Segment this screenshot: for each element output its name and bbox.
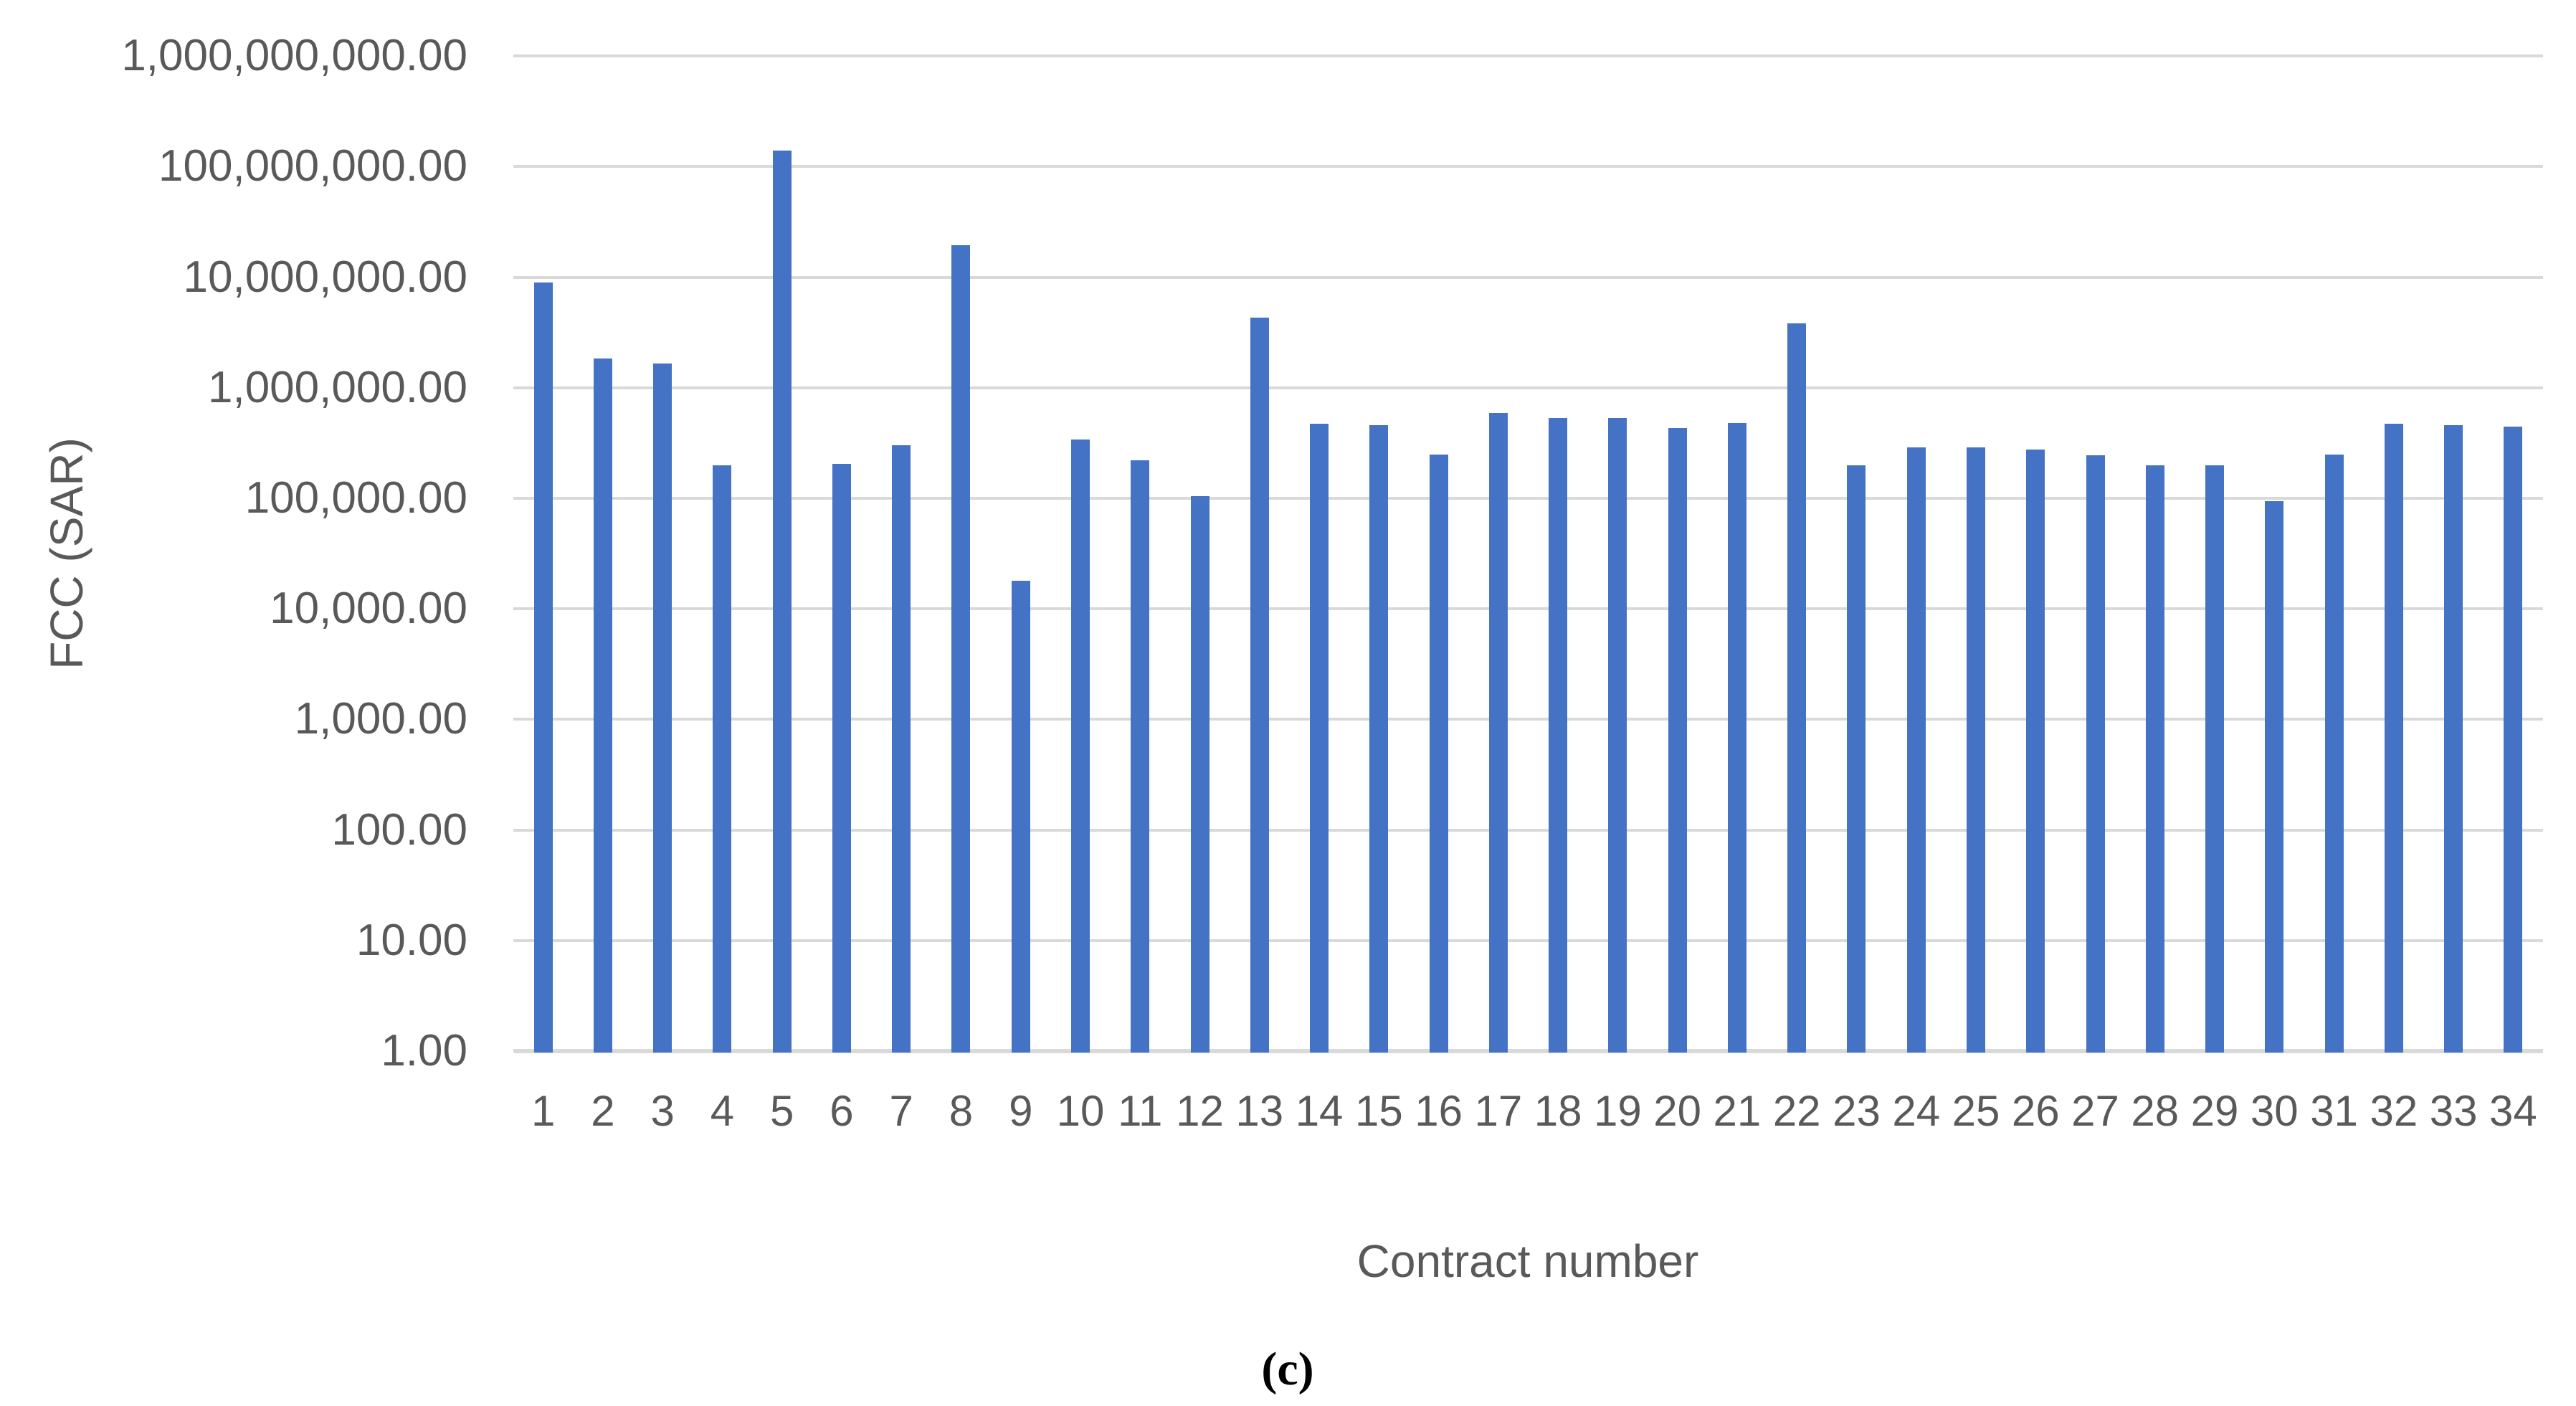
gridline (513, 607, 2543, 611)
x-axis-tick-label: 27 (2071, 1087, 2119, 1135)
gridline (513, 386, 2543, 389)
bar (2504, 427, 2523, 1053)
x-axis-tick-label: 19 (1594, 1087, 1642, 1135)
gridline (513, 828, 2543, 832)
bar (2145, 465, 2164, 1053)
gridline (513, 497, 2543, 500)
bar (1250, 318, 1269, 1053)
x-axis-tick-label: 18 (1534, 1087, 1582, 1135)
bar (1727, 422, 1746, 1053)
bar (1488, 413, 1508, 1053)
x-axis-tick-label: 10 (1056, 1087, 1105, 1135)
gridline (513, 275, 2543, 279)
figure-caption: (c) (1261, 1343, 1314, 1395)
gridline (513, 718, 2543, 721)
bar (1011, 580, 1030, 1053)
bar (1310, 424, 1329, 1053)
x-axis-tick-label: 28 (2131, 1087, 2180, 1135)
x-axis-tick-label: 11 (1118, 1087, 1163, 1135)
x-axis-tick-label: 34 (2489, 1087, 2537, 1135)
y-axis-tick-label: 100.00 (331, 804, 467, 855)
bar (2384, 424, 2403, 1053)
bar (1787, 323, 1807, 1053)
x-axis-tick-label: 13 (1235, 1087, 1284, 1135)
x-axis-tick-label: 20 (1653, 1087, 1702, 1135)
x-axis-tick-label: 15 (1354, 1087, 1403, 1135)
bar (2265, 501, 2284, 1053)
gridline (513, 54, 2543, 58)
bar (951, 244, 971, 1053)
x-axis-tick-label: 25 (1952, 1087, 2000, 1135)
y-axis-tick-label: 100,000,000.00 (158, 141, 467, 191)
bar (713, 465, 732, 1053)
x-axis-tick-label: 26 (2011, 1087, 2060, 1135)
x-axis-tick-label: 17 (1474, 1087, 1523, 1135)
y-axis-title: FCC (SAR) (41, 437, 92, 670)
y-axis-tick-label: 1,000,000.00 (207, 362, 467, 412)
bar (1071, 440, 1090, 1053)
bar (1549, 418, 1568, 1053)
x-axis-tick-label: 22 (1772, 1087, 1821, 1135)
x-axis-tick-label: 29 (2190, 1087, 2239, 1135)
bar (1429, 454, 1448, 1053)
x-axis-tick-label: 24 (1892, 1087, 1941, 1135)
x-axis-tick-label: 14 (1295, 1087, 1344, 1135)
bar (1906, 447, 1926, 1053)
x-axis-tick-label: 2 (591, 1087, 615, 1135)
bar (2324, 454, 2344, 1053)
bar (1369, 424, 1389, 1053)
bar (2026, 450, 2045, 1053)
x-axis-tick-label: 9 (1009, 1087, 1033, 1135)
y-axis-tick-label: 1,000,000,000.00 (121, 31, 467, 81)
bar (1966, 447, 1985, 1053)
y-axis-tick-label: 10,000.00 (270, 584, 467, 634)
gridline (513, 165, 2543, 168)
bar (1668, 427, 1687, 1053)
x-axis-tick-label: 31 (2310, 1087, 2358, 1135)
x-axis-tick-label: 21 (1713, 1087, 1762, 1135)
x-axis-tick-label: 16 (1415, 1087, 1463, 1135)
bar (2444, 424, 2463, 1053)
bar (1131, 460, 1150, 1053)
bar (772, 150, 792, 1053)
x-axis-tick-label: 5 (770, 1087, 794, 1135)
x-axis-tick-label: 32 (2370, 1087, 2418, 1135)
x-axis-tick-label: 33 (2429, 1087, 2478, 1135)
x-axis-tick-label: 3 (650, 1087, 675, 1135)
x-axis-tick-label: 23 (1833, 1087, 1881, 1135)
y-axis-tick-label: 10.00 (356, 915, 467, 965)
x-axis-tick-label: 30 (2250, 1087, 2299, 1135)
gridline (513, 939, 2543, 942)
x-axis-tick-label: 1 (531, 1087, 556, 1135)
bar (1190, 495, 1209, 1053)
y-axis-tick-label: 1,000.00 (294, 694, 467, 744)
y-axis-tick-label: 1.00 (381, 1026, 467, 1075)
bar (533, 282, 553, 1053)
x-axis-tick-label: 8 (949, 1087, 974, 1135)
x-axis-tick-label: 7 (889, 1087, 913, 1135)
x-axis-line (513, 1049, 2543, 1053)
x-axis-tick-label: 12 (1176, 1087, 1224, 1135)
bar (832, 463, 851, 1053)
bar (892, 445, 911, 1053)
y-axis-tick-label: 10,000,000.00 (183, 252, 468, 302)
bar (653, 364, 672, 1053)
x-axis-tick-label: 4 (710, 1087, 735, 1135)
x-axis-title: Contract number (1356, 1235, 1699, 1287)
bar (2086, 455, 2105, 1053)
bar (1608, 418, 1627, 1053)
bar (1847, 465, 1866, 1053)
y-axis-tick-label: 100,000.00 (244, 473, 467, 523)
bar (2205, 465, 2225, 1053)
x-axis-tick-label: 6 (830, 1087, 854, 1135)
bar (593, 358, 612, 1053)
